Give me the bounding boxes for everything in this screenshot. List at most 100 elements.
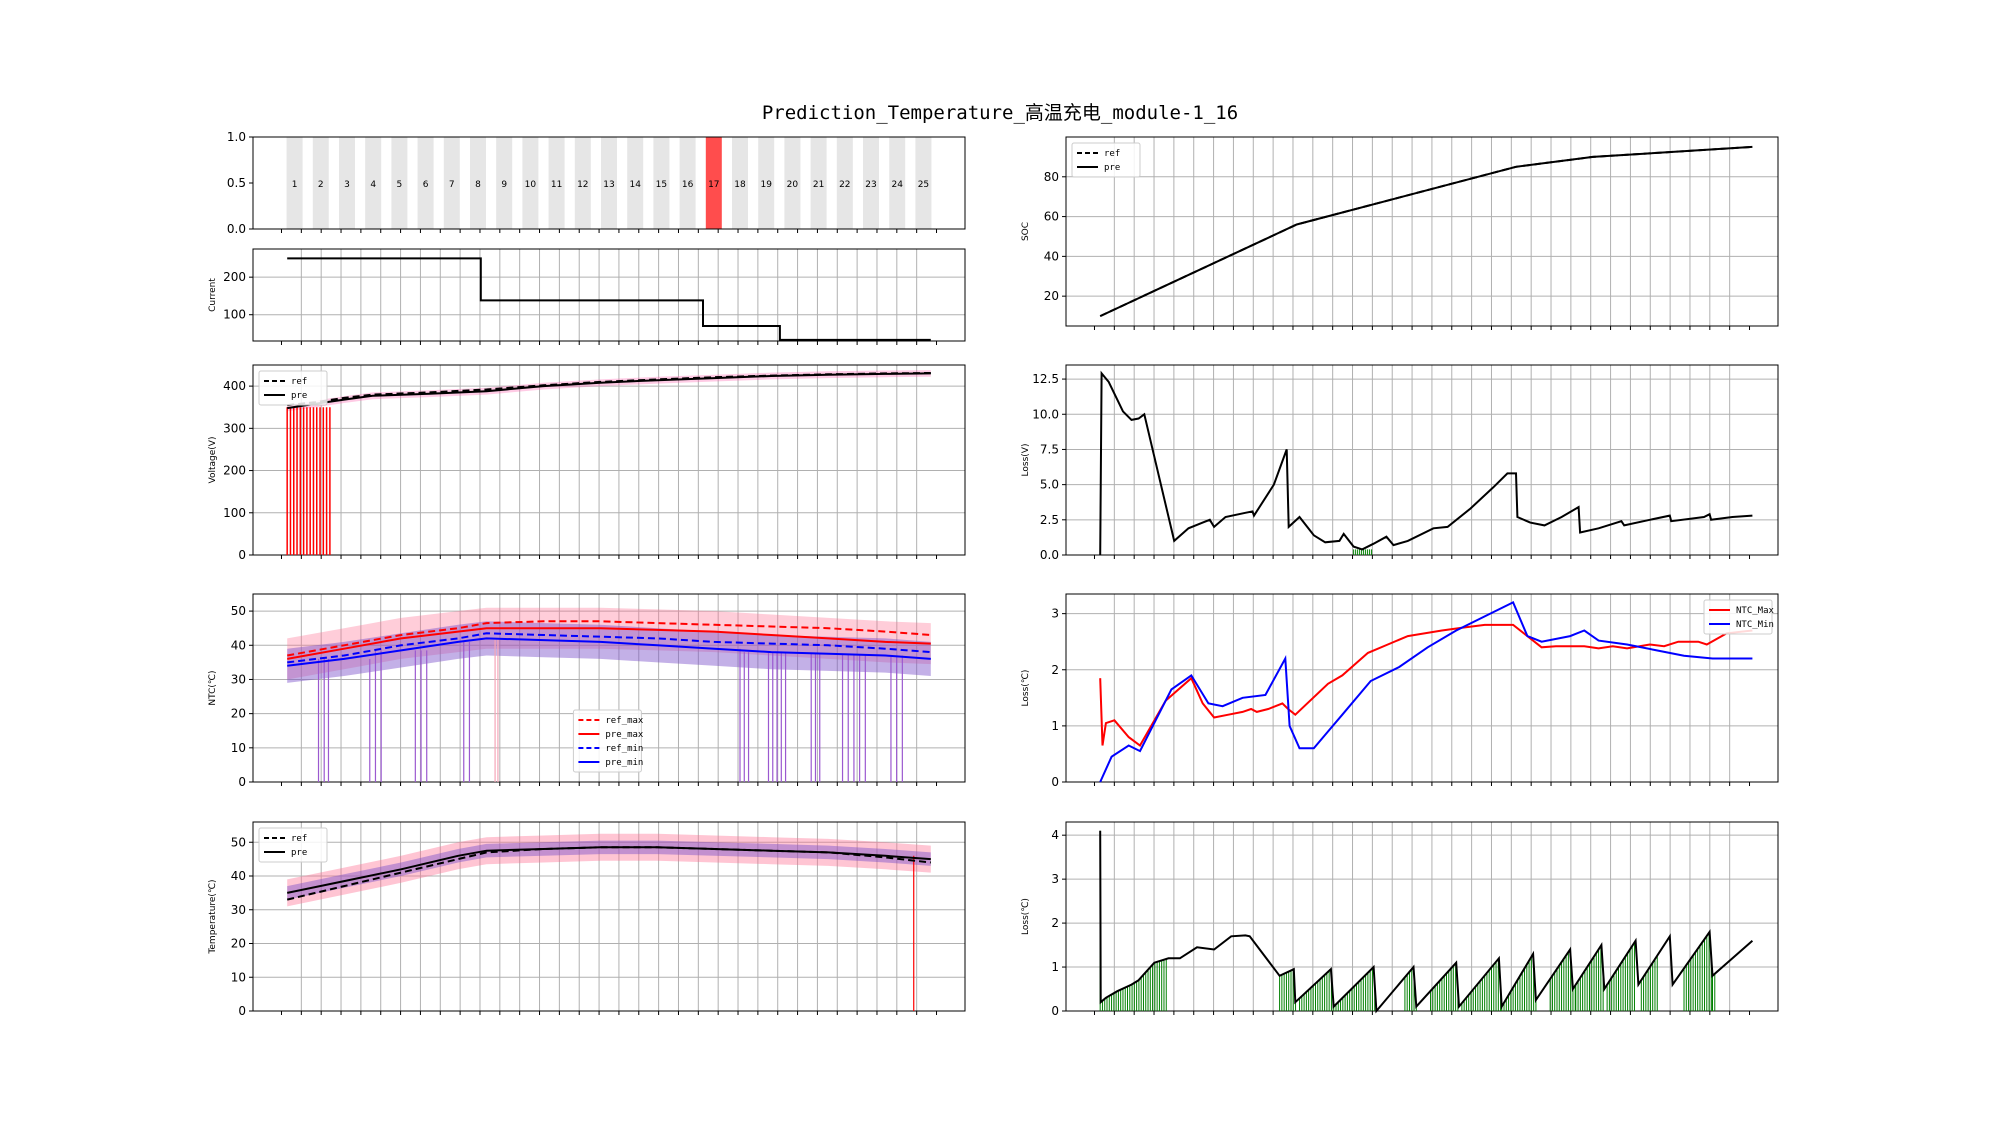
y-tick-label: 40 bbox=[231, 638, 246, 652]
series-line bbox=[1099, 370, 1753, 556]
segment-bar bbox=[810, 137, 827, 229]
segment-bar bbox=[312, 137, 329, 229]
segment-label: 17 bbox=[708, 180, 719, 190]
y-tick-label: 0 bbox=[238, 775, 246, 789]
segment-label: 21 bbox=[813, 180, 824, 190]
y-tick-label: 0.0 bbox=[227, 222, 246, 236]
series-line-pre bbox=[287, 372, 931, 410]
y-tick-label: 2 bbox=[1051, 916, 1059, 930]
y-axis-label: Loss(V) bbox=[1021, 444, 1031, 477]
y-axis-label: Temperature(℃) bbox=[208, 879, 218, 954]
y-tick-label: 50 bbox=[231, 835, 246, 849]
y-tick-label: 0 bbox=[238, 548, 246, 562]
segment-bar bbox=[889, 137, 906, 229]
segment-bar bbox=[522, 137, 539, 229]
legend-label: pre bbox=[1104, 163, 1120, 173]
segment-bar bbox=[443, 137, 460, 229]
segment-label: 11 bbox=[551, 180, 562, 190]
y-tick-label: 4 bbox=[1051, 828, 1059, 842]
segment-label: 24 bbox=[891, 180, 903, 190]
y-tick-label: 2.5 bbox=[1040, 513, 1059, 527]
segment-bar bbox=[758, 137, 775, 229]
segment-label: 25 bbox=[918, 180, 929, 190]
segment-bar bbox=[653, 137, 670, 229]
panel-voltage: 0 100 200 300 400 Voltage(V) ref pre bbox=[208, 364, 966, 562]
segment-bar bbox=[863, 137, 880, 229]
legend: ref pre bbox=[258, 827, 328, 863]
segment-label: 16 bbox=[682, 180, 694, 190]
y-tick-label: 30 bbox=[231, 903, 246, 917]
panel-loss_ntc: 0 1 2 3 Loss(℃) NTC_Max NTC_Min bbox=[1021, 593, 1779, 789]
segment-label: 19 bbox=[760, 180, 772, 190]
legend-label: NTC_Min bbox=[1736, 620, 1774, 630]
y-axis-label: Current bbox=[208, 278, 218, 312]
y-tick-label: 200 bbox=[223, 464, 246, 478]
y-axis-label: Loss(℃) bbox=[1021, 898, 1031, 935]
panel-loss_temp: 0 1 2 3 4 Loss(℃) bbox=[1021, 821, 1779, 1018]
y-tick-label: 1.0 bbox=[227, 130, 246, 144]
y-tick-label: 400 bbox=[223, 379, 246, 393]
segment-bar bbox=[417, 137, 434, 229]
y-tick-label: 300 bbox=[223, 421, 246, 435]
panel-soc: 20 40 60 80 SOC ref pre bbox=[1021, 136, 1779, 330]
voltage-band bbox=[287, 370, 931, 412]
segment-label: 3 bbox=[344, 180, 350, 190]
panel-segments: 1 2 3 4 5 6 7 8 9 10 11 12 13 14 15 16 17 18 19 20 21 22 23 24 2… bbox=[227, 130, 966, 236]
series-line-ref_min bbox=[287, 632, 931, 664]
axes-frame bbox=[1065, 821, 1779, 1012]
axes-frame bbox=[252, 821, 966, 1012]
panel-loss_v: 0.0 2.5 5.0 7.5 10.0 12.5 Loss(V) bbox=[1021, 364, 1779, 562]
y-tick-label: 1 bbox=[1051, 960, 1059, 974]
segment-bar bbox=[548, 137, 565, 229]
segment-label: 8 bbox=[475, 180, 481, 190]
segment-bar bbox=[732, 137, 749, 229]
legend: ref pre bbox=[1071, 142, 1141, 178]
y-tick-label: 10 bbox=[231, 741, 246, 755]
y-tick-label: 0.0 bbox=[1040, 548, 1059, 562]
y-tick-label: 40 bbox=[231, 869, 246, 883]
segment-label: 14 bbox=[629, 180, 641, 190]
legend: ref_max pre_max ref_min pre_min bbox=[572, 709, 644, 773]
series-line-ref bbox=[1099, 145, 1753, 318]
legend-label: NTC_Max bbox=[1736, 606, 1775, 616]
legend-label: ref bbox=[291, 834, 307, 844]
legend-label: pre_min bbox=[605, 758, 643, 768]
y-tick-label: 80 bbox=[1044, 170, 1059, 184]
y-tick-label: 2 bbox=[1051, 663, 1059, 677]
figure-title: Prediction_Temperature_高温充电_module-1_16 bbox=[761, 102, 1239, 124]
legend-label: pre bbox=[291, 848, 307, 858]
axes-frame bbox=[1065, 364, 1779, 556]
segment-bar bbox=[705, 137, 722, 229]
legend-label: ref_max bbox=[605, 716, 644, 726]
segment-label: 5 bbox=[397, 180, 403, 190]
panel-current: 100 200 Current bbox=[208, 248, 966, 345]
y-tick-label: 10 bbox=[231, 970, 246, 984]
series-line-ref_max bbox=[287, 620, 931, 657]
axes-frame bbox=[252, 593, 966, 783]
y-axis-label: SOC bbox=[1021, 222, 1031, 241]
segment-label: 15 bbox=[656, 180, 667, 190]
segment-label: 1 bbox=[292, 180, 298, 190]
panel-ntc: 0 10 20 30 40 50 NTC(℃) ref_max pre_max ref_minpr… bbox=[208, 593, 966, 789]
legend-label: ref_min bbox=[605, 744, 643, 754]
segment-bar bbox=[391, 137, 408, 229]
axes-frame bbox=[252, 136, 966, 230]
series-line-pre bbox=[286, 846, 931, 894]
segment-label: 6 bbox=[423, 180, 429, 190]
segment-label: 13 bbox=[603, 180, 614, 190]
legend-frame bbox=[258, 370, 328, 406]
segment-label: 22 bbox=[839, 180, 850, 190]
segment-bar bbox=[679, 137, 696, 229]
panel-temperature: 0 10 20 30 40 50 Temperature(℃) ref pre bbox=[208, 821, 966, 1018]
legend-frame bbox=[1703, 599, 1773, 635]
series-line-pre_max bbox=[287, 627, 931, 660]
y-tick-label: 100 bbox=[223, 506, 246, 520]
legend-frame bbox=[572, 709, 642, 773]
segment-bar bbox=[286, 137, 303, 229]
segment-label: 10 bbox=[525, 180, 537, 190]
segment-bar bbox=[338, 137, 355, 229]
legend-frame bbox=[258, 827, 328, 863]
y-tick-label: 20 bbox=[231, 937, 246, 951]
segment-label: 2 bbox=[318, 180, 324, 190]
axes-frame bbox=[1065, 593, 1779, 783]
